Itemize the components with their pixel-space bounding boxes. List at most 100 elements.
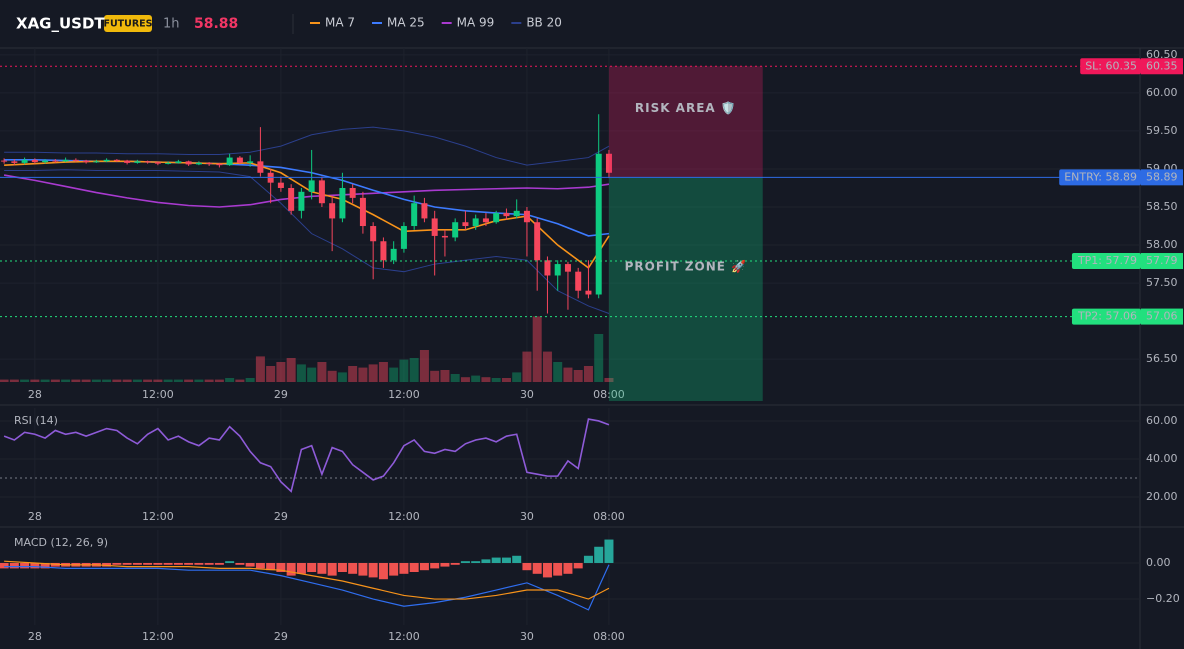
volume-bar [255, 356, 265, 382]
volume-bar [214, 379, 224, 382]
histogram-bar [409, 562, 419, 573]
histogram-bar [132, 562, 142, 565]
x-tick-label: 12:00 [388, 388, 420, 401]
histogram-bar [583, 555, 593, 563]
x-tick-label: 12:00 [388, 510, 420, 523]
histogram-bar [214, 562, 224, 565]
volume-bar [512, 372, 522, 382]
histogram-bar [337, 562, 347, 573]
level-label: TP1: 57.79 [1077, 254, 1137, 267]
volume-bar [276, 362, 286, 382]
legend-label: MA 25 [387, 16, 425, 30]
candle-body [277, 182, 284, 188]
candle-body [441, 235, 448, 238]
histogram-bar [0, 562, 9, 569]
histogram-bar [204, 562, 214, 565]
histogram-bar [532, 562, 542, 574]
y-tick-label: 57.50 [1146, 276, 1178, 289]
x-tick-label: 08:00 [593, 388, 625, 401]
volume-bar [542, 351, 552, 382]
x-tick-label: 12:00 [142, 630, 174, 643]
candle-body [575, 271, 582, 291]
histogram-bar [255, 562, 265, 569]
volume-bar [235, 379, 245, 382]
y-tick-label: 40.00 [1146, 452, 1178, 465]
volume-bar [563, 367, 573, 382]
y-tick-label: 60.00 [1146, 86, 1178, 99]
volume-bar [61, 379, 71, 382]
volume-bar [153, 379, 163, 382]
candle-body [206, 162, 213, 164]
histogram-bar [143, 562, 153, 565]
volume-bar [81, 379, 91, 382]
legend-label: MA 7 [325, 16, 355, 30]
price-tag-label: 57.06 [1146, 310, 1178, 323]
histogram-bar [225, 561, 235, 563]
zone [608, 177, 763, 402]
histogram-bar [481, 559, 491, 563]
volume-bar [122, 379, 132, 382]
volume-bar [409, 358, 419, 382]
x-tick-label: 08:00 [593, 630, 625, 643]
volume-bar [286, 358, 296, 382]
zone-label: RISK AREA 🛡️ [635, 101, 737, 115]
candle-body [380, 241, 387, 261]
histogram-bar [286, 562, 296, 576]
x-tick-label: 12:00 [142, 388, 174, 401]
histogram-bar [419, 562, 429, 571]
histogram-bar [235, 562, 245, 565]
legend-label: BB 20 [526, 16, 562, 30]
level-tag [1059, 169, 1141, 186]
volume-bar [358, 367, 368, 382]
histogram-bar [184, 562, 194, 565]
volume-bar [245, 378, 255, 382]
x-tick-label: 12:00 [388, 630, 420, 643]
candle-body [452, 222, 459, 238]
volume-bar [0, 379, 9, 382]
volume-bar [583, 366, 593, 382]
candle-body [513, 210, 520, 217]
histogram-bar [471, 561, 481, 563]
x-tick-label: 12:00 [142, 510, 174, 523]
histogram-bar [296, 562, 306, 574]
candle-body [236, 157, 243, 163]
histogram-bar [430, 562, 440, 569]
histogram-bar [276, 562, 286, 573]
candle-body [421, 203, 428, 219]
candle-body [605, 153, 612, 173]
volume-bar [194, 379, 204, 382]
volume-bar [378, 362, 388, 382]
candle-body [523, 210, 530, 223]
candle-body [103, 159, 110, 162]
indicator-line [4, 126, 610, 166]
histogram-bar [327, 562, 337, 576]
level-tag [1080, 58, 1141, 75]
histogram-bar [9, 562, 19, 569]
badge-bg [104, 15, 152, 32]
level-tag [1071, 253, 1141, 270]
candle-body [544, 260, 551, 276]
x-tick-label: 28 [28, 510, 42, 523]
histogram-bar [348, 562, 358, 574]
volume-bar [317, 362, 327, 382]
candle-body [349, 187, 356, 198]
volume-bar [553, 362, 563, 382]
candle-body [185, 161, 192, 165]
price-tag [1141, 253, 1183, 270]
symbol: XAG_USDT [16, 15, 105, 33]
volume-bar [296, 364, 306, 382]
level-tag [1071, 308, 1141, 325]
histogram-bar [173, 562, 183, 565]
histogram-bar [501, 557, 511, 563]
y-tick-label: 20.00 [1146, 490, 1178, 503]
candle-body [585, 290, 592, 295]
histogram-bar [245, 562, 255, 567]
volume-bar [71, 379, 81, 382]
y-tick-label: 58.00 [1146, 238, 1178, 251]
volume-bar [501, 378, 511, 382]
histogram-bar [122, 562, 132, 565]
volume-bar [368, 364, 378, 382]
histogram-bar [512, 555, 522, 563]
candle-body [329, 203, 336, 219]
candle-body [534, 222, 541, 261]
